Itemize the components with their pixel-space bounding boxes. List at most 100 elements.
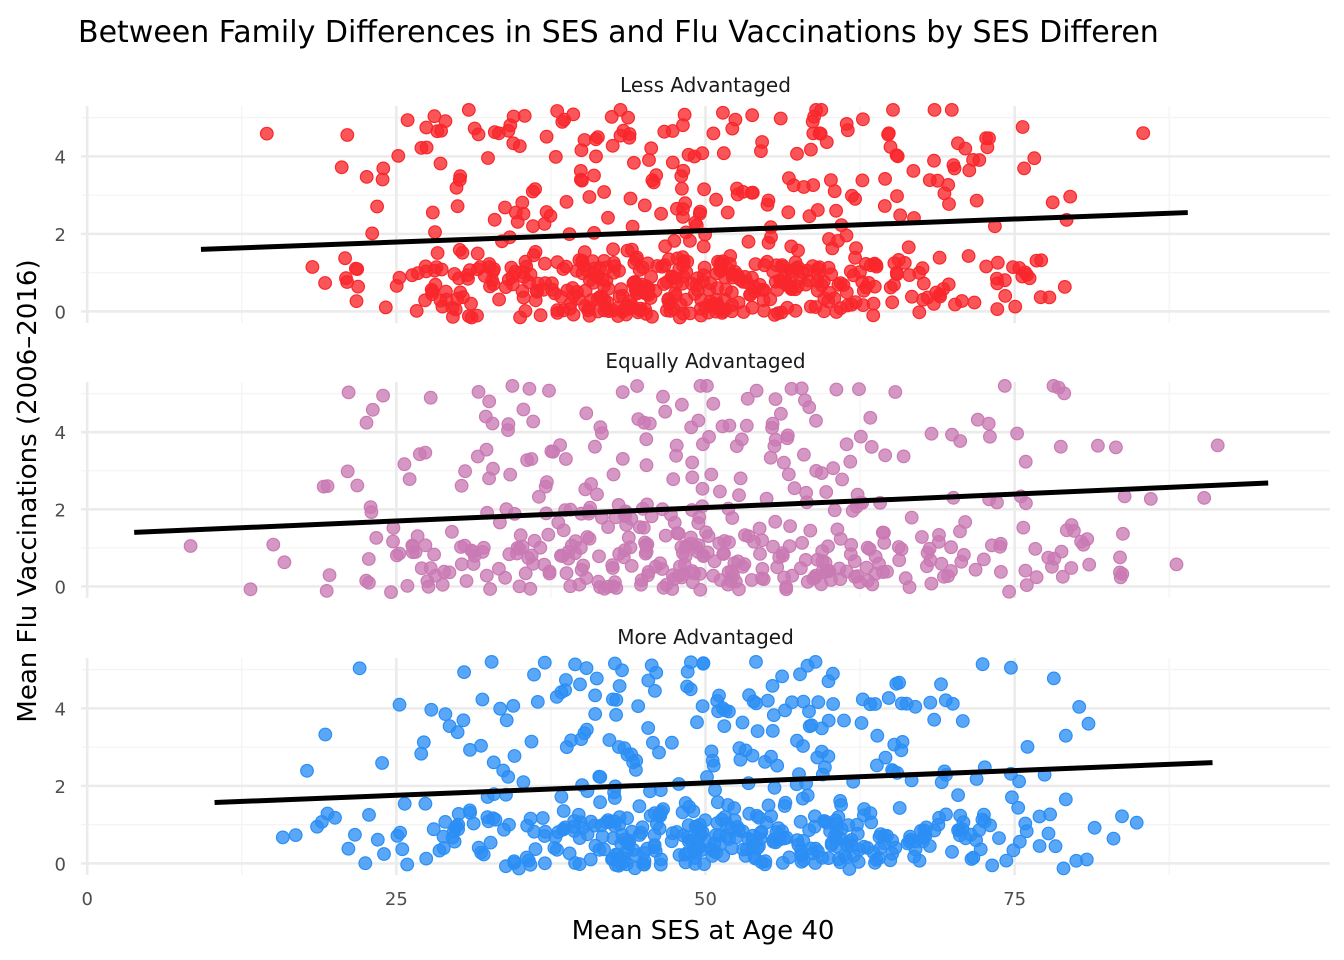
data-point	[922, 541, 937, 556]
data-point	[973, 842, 988, 857]
data-point	[985, 538, 999, 553]
panel-more-advantaged: More Advantaged 0 2 4	[55, 625, 1330, 876]
data-point	[589, 149, 603, 164]
data-point	[990, 255, 1005, 270]
data-point	[556, 303, 571, 318]
data-point	[524, 548, 539, 563]
data-point	[677, 107, 692, 122]
data-point	[852, 382, 866, 397]
data-point	[430, 246, 445, 260]
data-point	[418, 796, 433, 811]
data-point	[654, 852, 668, 867]
data-point	[866, 845, 881, 860]
data-point	[715, 306, 729, 320]
data-point	[688, 215, 703, 230]
data-point	[277, 555, 292, 570]
data-point	[1072, 700, 1087, 714]
y-tick-label: 2	[55, 777, 66, 798]
data-point	[631, 412, 646, 427]
data-point	[866, 308, 881, 323]
data-point	[803, 523, 818, 538]
data-point	[645, 173, 660, 188]
data-point	[843, 454, 858, 469]
data-point	[768, 514, 783, 529]
data-point	[856, 283, 871, 298]
data-point	[559, 194, 574, 209]
data-point	[797, 447, 811, 462]
data-point	[809, 464, 824, 478]
data-point	[754, 855, 769, 869]
data-point	[657, 277, 671, 291]
chart-title: Between Family Differences in SES and Fl…	[78, 15, 1159, 50]
data-point	[749, 383, 764, 398]
data-point	[915, 530, 929, 544]
data-point	[548, 149, 563, 164]
data-point	[606, 256, 621, 270]
data-point	[1090, 438, 1105, 453]
data-point	[862, 542, 877, 556]
data-point	[864, 440, 879, 454]
data-point	[392, 546, 407, 561]
data-point	[631, 305, 645, 320]
data-point	[802, 823, 817, 837]
data-point	[400, 579, 415, 593]
data-point	[646, 735, 660, 750]
x-tick-label: 0	[81, 889, 92, 910]
data-point	[939, 807, 953, 822]
data-point	[701, 529, 716, 543]
data-point	[419, 851, 434, 866]
data-point	[784, 239, 799, 254]
data-point	[550, 842, 564, 857]
data-point	[378, 300, 393, 315]
data-point	[775, 546, 790, 561]
y-tick-label: 0	[55, 302, 66, 323]
data-point	[816, 274, 831, 289]
data-point	[341, 385, 356, 400]
data-point	[863, 410, 878, 425]
data-point	[745, 108, 760, 123]
data-point	[493, 701, 508, 716]
data-point	[554, 290, 569, 304]
data-point	[890, 189, 904, 204]
data-point	[944, 102, 959, 117]
x-axis-ticks: 0 25 50 75	[81, 889, 1026, 910]
data-point	[666, 472, 681, 487]
data-point	[288, 828, 303, 842]
data-point	[438, 815, 453, 829]
data-point	[821, 713, 836, 728]
data-point	[624, 747, 639, 762]
data-point	[673, 310, 687, 325]
data-point	[924, 576, 939, 591]
data-point	[526, 414, 541, 429]
y-tick-label: 4	[55, 699, 66, 720]
data-point	[1055, 569, 1070, 584]
data-point	[426, 822, 441, 837]
data-point	[855, 173, 870, 188]
data-point	[709, 192, 723, 207]
data-point	[977, 807, 991, 822]
data-point	[800, 788, 815, 803]
data-point	[675, 397, 689, 412]
data-point	[648, 684, 662, 698]
data-point	[536, 282, 551, 297]
data-point	[462, 309, 476, 324]
data-point	[752, 839, 766, 853]
data-point	[713, 263, 727, 278]
data-point	[710, 816, 725, 830]
data-point	[834, 798, 848, 812]
data-point	[777, 455, 791, 470]
data-point	[434, 262, 449, 277]
data-point	[397, 457, 412, 472]
data-point	[793, 814, 808, 829]
data-point	[447, 834, 462, 849]
data-point	[961, 249, 976, 263]
data-point	[597, 842, 611, 857]
data-point	[612, 740, 626, 754]
data-point	[745, 270, 759, 285]
data-point	[665, 124, 680, 138]
data-point	[1048, 839, 1063, 854]
data-point	[695, 481, 710, 496]
data-point	[471, 385, 486, 399]
data-point	[796, 739, 810, 753]
